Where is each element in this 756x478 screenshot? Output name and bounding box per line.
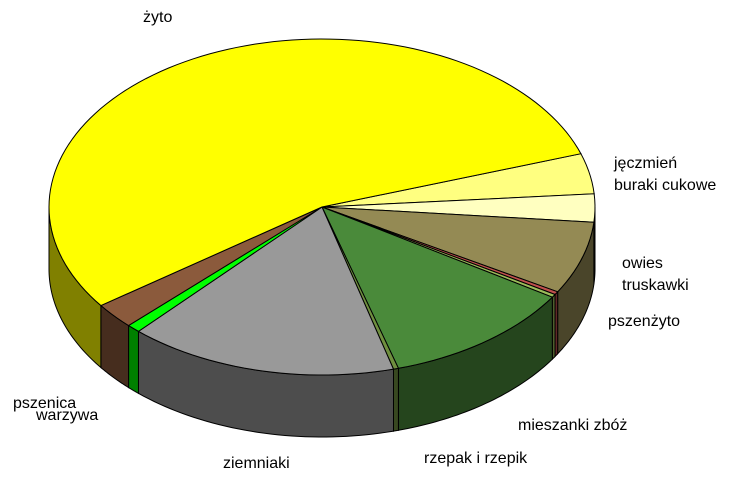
slice xyxy=(321,206,595,293)
slice xyxy=(321,153,595,208)
slice xyxy=(48,38,582,307)
slice-label: żyto xyxy=(143,9,172,26)
slice xyxy=(99,206,323,327)
slice xyxy=(137,206,395,376)
slice-label: truskawki xyxy=(622,277,689,294)
slice xyxy=(321,193,596,223)
slice-side xyxy=(128,324,139,395)
slice-label: pszenica xyxy=(13,395,76,412)
slice-label: warzywa xyxy=(35,407,98,424)
slice-label: pszenżyto xyxy=(608,313,680,330)
slice-label: owies xyxy=(622,255,663,272)
slice-label: rzepak i rzepik xyxy=(424,450,528,467)
slice-label: ziemniaki xyxy=(223,455,290,472)
slice-label: buraki cukowe xyxy=(614,177,716,194)
slice-label: jęczmień xyxy=(613,155,677,172)
slice-side xyxy=(392,367,399,432)
slice-label: mieszanki zbóż xyxy=(518,417,627,434)
